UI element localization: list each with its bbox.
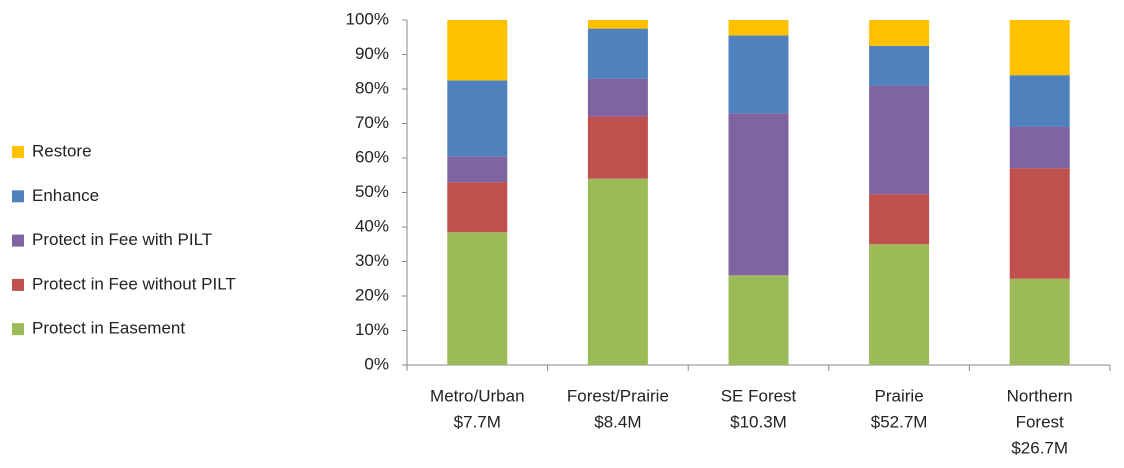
bar-segment [728, 275, 789, 365]
x-tick-label: $52.7M [871, 412, 928, 431]
bar-segment [587, 28, 648, 79]
y-tick-label: 80% [355, 78, 389, 97]
y-tick-label: 10% [355, 320, 389, 339]
x-tick-label: Forest/Prairie [567, 386, 669, 405]
bar-segment [587, 78, 648, 117]
y-tick-label: 60% [355, 147, 389, 166]
bar-segment [728, 113, 789, 276]
legend-label: Protect in Fee with PILT [32, 230, 212, 249]
y-tick-label: 40% [355, 216, 389, 235]
y-tick-label: 90% [355, 44, 389, 63]
bar-segment [728, 35, 789, 114]
bar-segment [587, 178, 648, 365]
legend-swatch [12, 146, 24, 158]
bar-segment [1009, 20, 1070, 76]
y-tick-label: 70% [355, 113, 389, 132]
legend-swatch [12, 234, 24, 247]
bar-segment [447, 182, 508, 233]
x-tick-label: $8.4M [594, 412, 641, 431]
legend-swatch [12, 190, 24, 203]
x-tick-label: Northern [1007, 386, 1073, 405]
y-tick-label: 30% [355, 251, 389, 270]
bar-segment [1009, 75, 1070, 127]
legend-swatch [12, 323, 24, 336]
bar-segment [869, 194, 930, 245]
y-tick-label: 0% [364, 354, 389, 373]
legend-label: Protect in Fee without PILT [32, 274, 236, 293]
bar-segment [869, 244, 930, 365]
x-tick-label: Forest [1016, 412, 1064, 431]
x-tick-label: Metro/Urban [430, 386, 524, 405]
legend-label: Enhance [32, 186, 99, 205]
y-tick-label: 100% [346, 9, 389, 28]
bar-segment [728, 20, 789, 36]
bar-segment [869, 45, 930, 86]
bar-segment [447, 232, 508, 365]
bar-segment [447, 156, 508, 183]
x-tick-label: SE Forest [721, 386, 797, 405]
bar-segment [587, 20, 648, 29]
x-tick-label: $26.7M [1011, 438, 1068, 457]
bar-segment [1009, 168, 1070, 279]
legend-label: Protect in Easement [32, 319, 185, 338]
legend-swatch [12, 278, 24, 291]
legend-label: Restore [32, 141, 92, 160]
x-tick-label: $7.7M [454, 412, 501, 431]
bar-segment [587, 116, 648, 179]
bar-segment [447, 20, 508, 81]
bar-segment [1009, 126, 1070, 169]
y-tick-label: 50% [355, 182, 389, 201]
bar-segment [447, 80, 508, 157]
y-tick-label: 20% [355, 285, 389, 304]
bar-segment [869, 85, 930, 195]
bar-segment [1009, 278, 1070, 365]
x-tick-label: Prairie [875, 386, 924, 405]
bar-segment [869, 20, 930, 46]
x-tick-label: $10.3M [730, 412, 787, 431]
